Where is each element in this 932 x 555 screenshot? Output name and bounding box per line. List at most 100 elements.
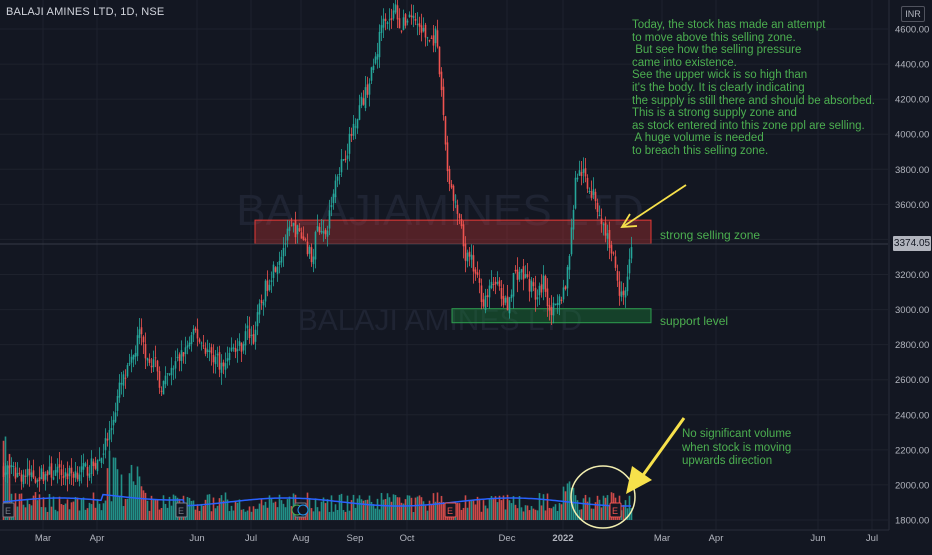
volume-bar <box>586 501 589 520</box>
candle-body <box>568 255 571 270</box>
candle-body <box>32 470 35 478</box>
candle-body <box>104 438 107 451</box>
candle-body <box>264 280 267 302</box>
price-tick-label: 1800.00 <box>895 516 929 527</box>
volume-bar <box>80 498 83 520</box>
candle-body <box>384 18 387 22</box>
volume-bar <box>574 495 577 520</box>
candle-body <box>598 214 601 216</box>
volume-bar <box>22 504 25 520</box>
volume-bar <box>490 496 493 520</box>
main-annotation[interactable]: Today, the stock has made an attempt to … <box>632 19 875 157</box>
price-tick-label: 3800.00 <box>895 165 929 176</box>
candle-body <box>214 356 217 365</box>
volume-bar <box>26 499 29 520</box>
volume-bar <box>382 499 385 520</box>
candle-body <box>222 362 225 367</box>
candle-body <box>68 468 71 477</box>
candle-body <box>218 352 221 370</box>
time-tick-label: Aug <box>293 533 310 544</box>
volume-bar <box>322 497 325 520</box>
volume-bar <box>156 499 159 520</box>
candle-body <box>268 284 271 291</box>
volume-bar <box>482 500 485 520</box>
volume-bar <box>16 506 19 520</box>
candle-body <box>4 472 7 476</box>
candle-body <box>368 83 371 95</box>
candle-body <box>232 347 235 349</box>
selling-zone-label[interactable]: strong selling zone <box>660 228 761 242</box>
candle-body <box>434 28 437 44</box>
candle-body <box>256 312 259 327</box>
candle-body <box>282 247 285 257</box>
candle-body <box>532 282 535 287</box>
volume-bar <box>358 495 361 520</box>
volume-bar <box>422 501 425 520</box>
candle-body <box>42 471 45 482</box>
volume-bar <box>232 510 235 520</box>
volume-bar <box>158 509 161 520</box>
candle-body <box>466 252 469 262</box>
volume-bar <box>470 499 473 520</box>
candle-body <box>348 133 351 154</box>
volume-bar <box>462 507 465 520</box>
candle-body <box>404 14 407 26</box>
currency-label[interactable]: INR <box>901 6 925 22</box>
candle-body <box>500 288 503 299</box>
volume-bar <box>258 503 261 520</box>
volume-bar <box>162 495 165 520</box>
volume-bar <box>122 506 125 520</box>
volume-bar <box>90 504 93 520</box>
candle-body <box>470 254 473 260</box>
symbol-title[interactable]: BALAJI AMINES LTD, 1D, NSE <box>6 6 165 18</box>
volume-bar <box>220 495 223 520</box>
candle-body <box>80 466 83 473</box>
candle-body <box>292 223 295 226</box>
candle-body <box>30 472 33 477</box>
volume-bar <box>526 505 529 520</box>
earnings-marker-label: E <box>5 506 11 516</box>
volume-bar <box>582 498 585 520</box>
candle-body <box>328 210 331 229</box>
volume-bar <box>386 493 389 520</box>
volume-bar <box>484 505 487 520</box>
candle-body <box>586 177 589 189</box>
earnings-marker-label: E <box>447 506 453 516</box>
candle-body <box>262 301 265 306</box>
volume-bar <box>310 508 313 520</box>
volume-bar <box>152 499 155 520</box>
candle-body <box>146 357 149 361</box>
candle-body <box>308 246 311 254</box>
candle-body <box>522 266 525 280</box>
volume-bar <box>100 510 103 520</box>
selling-zone-rect <box>254 219 652 245</box>
volume-bar <box>562 486 565 520</box>
candle-body <box>34 478 37 483</box>
volume-bar <box>224 492 227 520</box>
candle-body <box>524 274 527 279</box>
candle-body <box>550 307 553 316</box>
volume-bar <box>466 507 469 520</box>
candle-body <box>534 287 537 300</box>
volume-bar <box>532 508 535 520</box>
support-level-label[interactable]: support level <box>660 314 729 328</box>
volume-bar <box>510 503 513 520</box>
volume-bar <box>218 498 221 520</box>
candle-body <box>546 288 549 307</box>
candle-body <box>410 15 413 18</box>
candle-body <box>72 473 75 478</box>
candle-body <box>460 218 463 227</box>
volume-bar <box>262 505 265 520</box>
candle-body <box>126 365 129 377</box>
volume-annotation[interactable]: No significant volume when stock is movi… <box>682 428 792 467</box>
volume-bar <box>508 500 511 520</box>
volume-bar <box>390 501 393 520</box>
selling-zone-arrow-head <box>620 213 638 229</box>
candle-body <box>614 256 617 268</box>
time-tick-label: Oct <box>400 533 415 544</box>
candle-body <box>426 37 429 39</box>
volume-bar <box>112 457 115 520</box>
volume-bar <box>50 506 53 520</box>
